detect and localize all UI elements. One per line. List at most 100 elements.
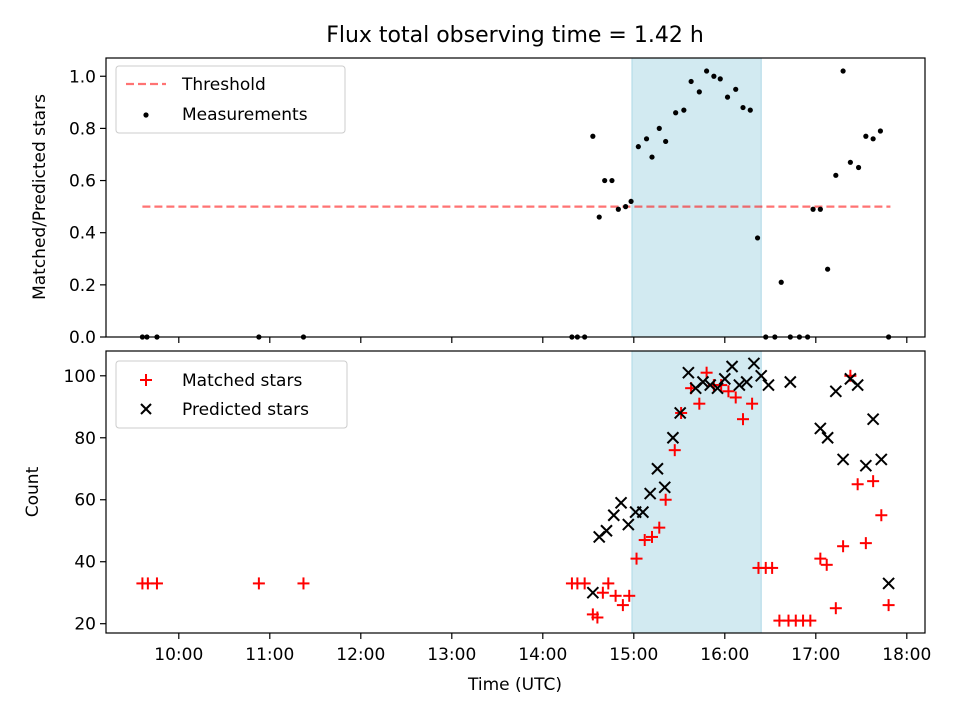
bottom-y-tick-label: 60 [74, 491, 96, 511]
matched-star-point [616, 599, 629, 612]
matched-star-point [722, 385, 735, 398]
matched-star-point [867, 475, 880, 488]
matched-star-point [297, 577, 310, 590]
top-y-tick-label: 0.4 [69, 224, 96, 244]
measurement-point [681, 107, 687, 113]
matched-star-point [150, 577, 163, 590]
predicted-star-point [607, 509, 620, 522]
predicted-star-point [733, 378, 746, 392]
top-y-ticks: 0.0 0.2 0.4 0.6 0.8 1.0 [69, 67, 106, 348]
legend-predicted-swatch [140, 403, 152, 415]
legend-measurements-label: Measurements [182, 105, 308, 125]
bottom-x-tick-label: 15:00 [609, 645, 658, 665]
measurement-point [643, 136, 650, 142]
predicted-star-point [614, 496, 628, 510]
measurement-point [863, 133, 869, 139]
predicted-star-point [718, 372, 732, 386]
bottom-x-tick-label: 11:00 [245, 645, 294, 665]
matched-star-point [609, 589, 622, 602]
measurement-point [747, 107, 753, 113]
measurement-point [778, 279, 784, 285]
top-x-ticks [178, 337, 908, 343]
measurement-point [609, 177, 615, 184]
predicted-star-point [651, 462, 664, 475]
bottom-y-tick-label: 100 [64, 367, 96, 387]
bottom-axes-frame [105, 350, 926, 634]
matched-star-point [829, 602, 842, 615]
predicted-star-point [658, 481, 671, 494]
predicted-star-point [829, 385, 843, 398]
predicted-star-point [704, 378, 717, 392]
matched-star-point [700, 366, 713, 379]
predicted-star-point [762, 378, 775, 392]
predicted-star-point [643, 487, 657, 500]
predicted-star-point [754, 369, 768, 382]
matched-star-point [630, 552, 643, 565]
legend-threshold-label: Threshold [181, 75, 266, 95]
bottom-panel: 10:00 11:00 12:00 13:00 14:00 15:00 16:00 17:00… [23, 350, 931, 695]
top-panel: 0.0 0.2 0.4 0.6 0.8 1.0 Matched/Predicted sta… [30, 57, 926, 348]
matched-star-point [746, 397, 759, 410]
matched-star-point [602, 577, 615, 590]
bottom-legend-box [115, 360, 348, 429]
predicted-star-point [836, 453, 850, 466]
bottom-y-axis-label: Count [23, 466, 43, 517]
measurement-point [663, 138, 669, 145]
measurement-point [840, 68, 846, 74]
top-shaded-span [631, 57, 762, 338]
matched-star-point [646, 530, 658, 543]
measurement-point [635, 144, 641, 150]
matched-star-point [851, 478, 864, 491]
measurement-point [673, 110, 679, 116]
predicted-star-point [711, 381, 724, 395]
measurement-point [649, 154, 655, 160]
bottom-x-ticks: 10:00 11:00 12:00 13:00 14:00 15:00 16:00 17:00… [154, 633, 931, 665]
matched-star-point [882, 599, 895, 612]
measurement-point [704, 68, 710, 74]
measurement-point [870, 136, 876, 142]
measurement-point [833, 172, 839, 178]
matched-star-point [653, 521, 666, 534]
predicted-star-point [814, 422, 827, 435]
measurement-point [724, 94, 731, 100]
predicted-star-point [784, 375, 797, 389]
top-y-axis-label: Matched/Predicted stars [30, 94, 50, 300]
matched-star-point [766, 561, 779, 574]
measurement-point [740, 104, 746, 111]
predicted-star-point [821, 431, 834, 444]
matched-star-point [875, 509, 888, 522]
measurement-point [696, 89, 702, 95]
matched-star-point [859, 537, 872, 550]
bottom-legend: Matched stars Predicted stars [115, 360, 348, 429]
bottom-plot-area [136, 350, 895, 634]
bottom-x-tick-label: 12:00 [336, 645, 385, 665]
matched-star-point [591, 611, 604, 624]
predicted-star-point [740, 375, 753, 389]
matched-star-point [737, 413, 749, 426]
bottom-x-tick-label: 16:00 [700, 645, 749, 665]
bottom-x-tick-label: 17:00 [791, 645, 840, 665]
top-axes-frame [105, 57, 926, 338]
measurement-point [810, 206, 816, 212]
predicted-star-point [682, 366, 695, 379]
top-y-tick-label: 0.8 [69, 119, 96, 139]
matched-star-point [837, 540, 850, 553]
bottom-y-tick-label: 40 [74, 553, 96, 573]
matched-star-point [804, 614, 817, 627]
predicted-star-point [600, 524, 613, 537]
measurement-point [623, 204, 629, 210]
bottom-y-tick-label: 80 [74, 429, 96, 449]
measurement-point [855, 164, 862, 171]
measurement-point [656, 125, 662, 132]
predicted-star-point [666, 431, 680, 444]
x-axis-label: Time (UTC) [467, 675, 562, 695]
predicted-star-point [696, 375, 710, 389]
top-y-tick-label: 0.6 [69, 172, 96, 192]
matched-star-point [638, 534, 651, 547]
predicted-star-point [882, 577, 895, 590]
measurement-point [847, 159, 853, 165]
measurement-point [877, 128, 884, 134]
bottom-x-tick-label: 10:00 [154, 645, 203, 665]
legend-predicted-label: Predicted stars [182, 400, 309, 420]
